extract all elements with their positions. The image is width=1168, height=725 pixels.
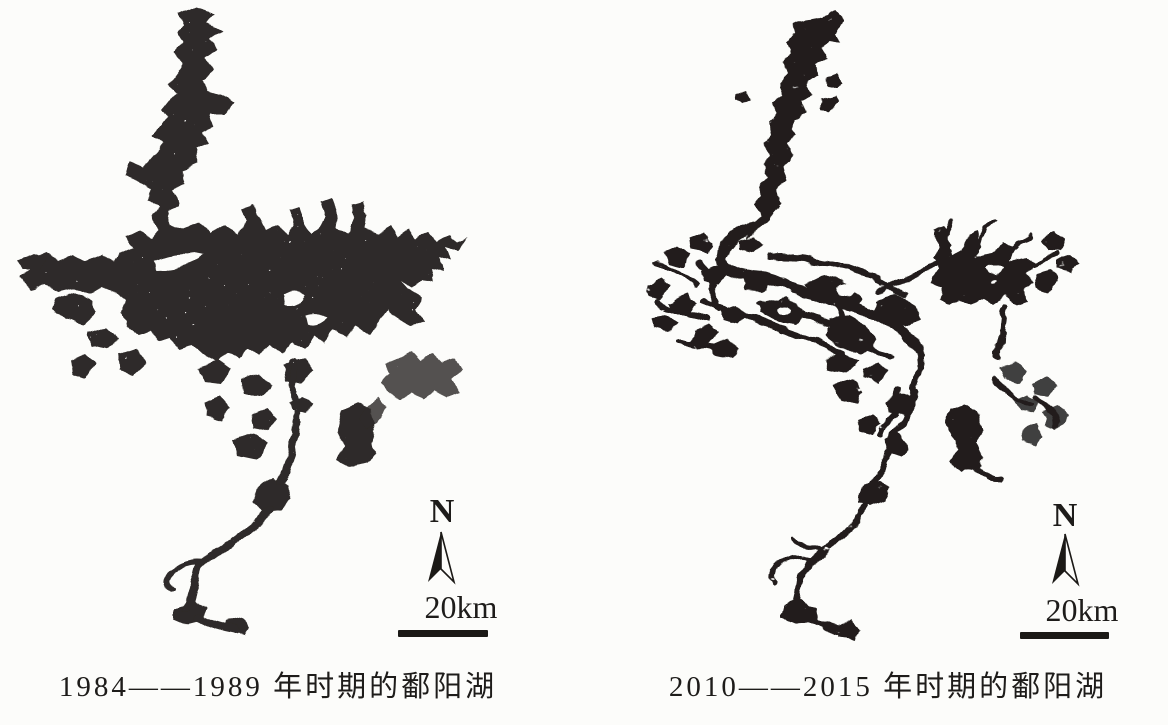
caption-left: 1984——1989 年时期的鄱阳湖 <box>58 671 498 703</box>
caption-right: 2010——2015 年时期的鄱阳湖 <box>668 671 1108 703</box>
lake-right-ne-arm <box>932 226 1082 306</box>
scale-bar-left <box>398 630 488 637</box>
scale-bar-right <box>1020 632 1109 639</box>
lake-map-1984-1989 <box>16 6 469 636</box>
north-arrow-icon-right <box>1052 533 1080 587</box>
scale-label-left: 20km <box>424 589 498 625</box>
lake-right-se-blob <box>947 404 985 472</box>
lake-left-south-patches <box>196 358 314 458</box>
lake-left-main-body <box>22 6 469 362</box>
lake-right-central-patches <box>742 272 918 350</box>
lake-left-white-gaps <box>150 251 329 326</box>
lake-left-se-dendrite <box>360 350 465 430</box>
lake-right-ne-twigs <box>943 218 1060 268</box>
north-arrow-icon-left <box>428 531 456 585</box>
lake-right-tail-branch <box>767 539 823 585</box>
lake-left-west-patches <box>16 255 147 376</box>
lake-right-tail-channel <box>792 388 918 636</box>
lake-right-north-channel <box>736 10 843 238</box>
scale-label-right: 20km <box>1045 592 1119 628</box>
lake-maps-graphic <box>16 6 1082 638</box>
lake-right-south-patches <box>826 350 910 456</box>
lake-left-tail-blobs <box>176 480 293 636</box>
lake-right-se-dendrite <box>1000 360 1064 448</box>
lake-left-tail-branch <box>163 359 299 593</box>
lake-right-west-patches <box>648 232 760 360</box>
lake-map-2010-2015 <box>648 10 1082 638</box>
north-label-right: N <box>1052 497 1078 534</box>
lake-right-tail-blobs <box>784 482 890 638</box>
lake-left-tail-channel <box>184 430 300 636</box>
north-label-left: N <box>429 493 455 530</box>
